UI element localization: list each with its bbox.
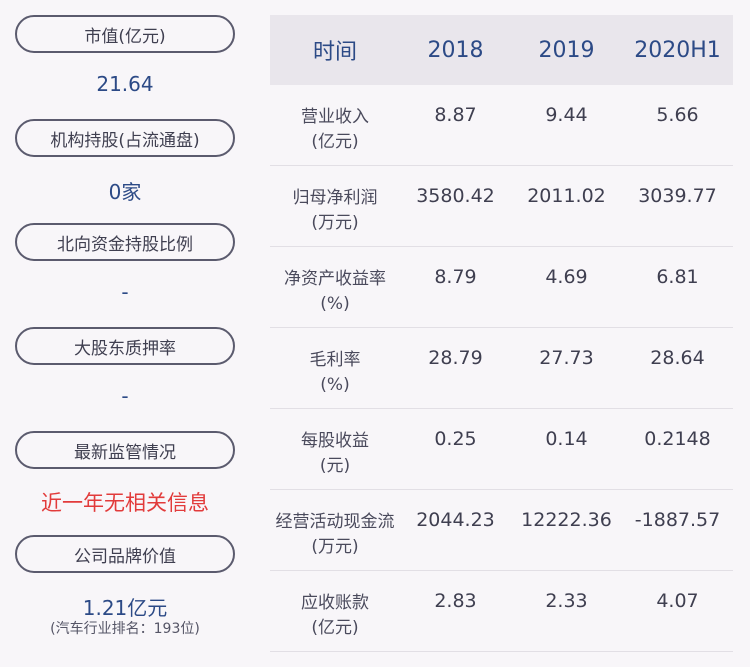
table-header: 时间 2018 2019 2020H1 (270, 15, 733, 85)
table-cell: 12222.36 (521, 509, 612, 531)
table-cell: 27.73 (539, 347, 594, 369)
pledge-ratio-value: - (121, 384, 129, 408)
header-2018: 2018 (427, 37, 484, 63)
header-period: 时间 (312, 40, 357, 65)
row-label: 经营活动现金流 (万元) (275, 512, 395, 557)
row-label: 归母净利润 (万元) (292, 188, 378, 233)
northbound-holding-value: - (121, 280, 129, 304)
table-cell: 2044.23 (416, 509, 495, 531)
institutional-holding-value: 0家 (108, 180, 142, 204)
header-2020h1: 2020H1 (634, 37, 721, 63)
table-cell: 4.07 (656, 590, 699, 612)
brand-value-value: 1.21亿元 (82, 596, 168, 620)
table-cell: 2011.02 (527, 185, 606, 207)
regulatory-status-value: 近一年无相关信息 (41, 491, 209, 515)
table-cell: 4.69 (545, 266, 588, 288)
table-row: 每股收益 (元) 0.25 0.14 0.2148 (270, 409, 733, 490)
table-row: 经营活动现金流 (万元) 2044.23 12222.36 -1887.57 (270, 490, 733, 571)
row-label: 净资产收益率 (%) (284, 269, 386, 314)
table-cell: 3580.42 (416, 185, 495, 207)
table-row: 营业收入 (亿元) 8.87 9.44 5.66 (270, 85, 733, 166)
row-label: 营业收入 (亿元) (301, 107, 369, 152)
table-row: 毛利率 (%) 28.79 27.73 28.64 (270, 328, 733, 409)
northbound-holding-label: 北向资金持股比例 (15, 223, 235, 261)
pledge-ratio-label: 大股东质押率 (15, 327, 235, 365)
table-cell: 8.79 (434, 266, 477, 288)
table-cell: 8.87 (434, 104, 477, 126)
table-cell: -1887.57 (634, 509, 721, 531)
table-cell: 0.25 (434, 428, 477, 450)
brand-rank-note: (汽车行业排名：193位) (50, 621, 200, 637)
table-row: 净资产收益率 (%) 8.79 4.69 6.81 (270, 247, 733, 328)
row-label: 每股收益 (元) (301, 431, 369, 476)
financial-table: 时间 2018 2019 2020H1 营业收入 (亿元) 8.87 9.44 5… (270, 15, 733, 652)
table-cell: 5.66 (656, 104, 699, 126)
table-cell: 2.33 (545, 590, 588, 612)
table-cell: 9.44 (545, 104, 588, 126)
brand-value-label: 公司品牌价值 (15, 535, 235, 573)
row-label: 毛利率 (%) (309, 350, 361, 395)
table-cell: 28.64 (650, 347, 705, 369)
table-row: 归母净利润 (万元) 3580.42 2011.02 3039.77 (270, 166, 733, 247)
table-cell: 28.79 (428, 347, 483, 369)
regulatory-status-label: 最新监管情况 (15, 431, 235, 469)
table-cell: 0.2148 (644, 428, 711, 450)
table-cell: 2.83 (434, 590, 477, 612)
header-2019: 2019 (538, 37, 595, 63)
market-cap-label: 市值(亿元) (15, 15, 235, 53)
row-label: 应收账款 (亿元) (301, 593, 369, 638)
table-cell: 3039.77 (638, 185, 717, 207)
table-row: 应收账款 (亿元) 2.83 2.33 4.07 (270, 571, 733, 652)
table-cell: 0.14 (545, 428, 588, 450)
market-cap-value: 21.64 (96, 72, 154, 96)
table-cell: 6.81 (656, 266, 699, 288)
institutional-holding-label: 机构持股(占流通盘) (15, 119, 235, 157)
summary-panel: 市值(亿元) 21.64 机构持股(占流通盘) 0家 北向资金持股比例 - 大股… (0, 0, 250, 667)
